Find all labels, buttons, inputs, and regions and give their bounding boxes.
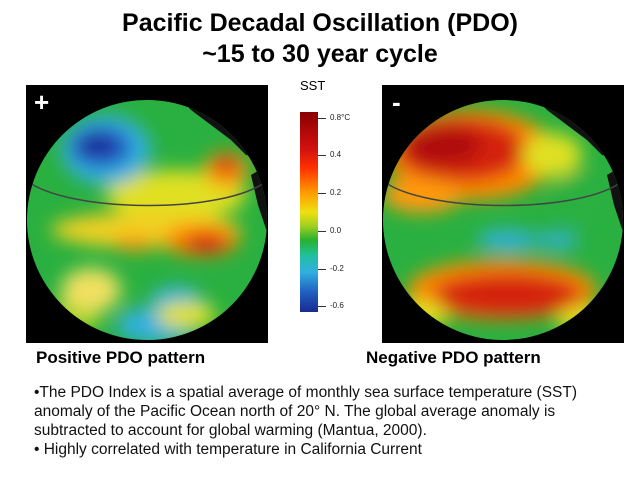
- colorbar-tick-label: 0.0: [330, 226, 342, 235]
- colorbar-tick: [318, 231, 326, 232]
- colorbar-tick-label: 0.8°C: [330, 113, 351, 122]
- colorbar-tick: [318, 193, 326, 194]
- note-pdo-index: •The PDO Index is a spatial average of m…: [34, 384, 578, 439]
- colorbar-tick: [318, 118, 326, 119]
- colorbar-tick: [318, 269, 326, 270]
- positive-pdo-caption: Positive PDO pattern: [36, 348, 206, 367]
- colorbar-tick-label: -0.2: [330, 264, 344, 273]
- negative-pdo-caption: Negative PDO pattern: [366, 348, 541, 367]
- colorbar-tick-label: -0.6: [330, 301, 344, 310]
- colorbar-label: SST: [300, 78, 326, 93]
- positive-globe: [26, 85, 268, 343]
- colorbar-tick: [318, 155, 326, 156]
- slide-title: Pacific Decadal Oscillation (PDO) ~15 to…: [0, 8, 640, 70]
- notes: •The PDO Index is a spatial average of m…: [34, 383, 624, 459]
- note-correlation: • Highly correlated with temperature in …: [34, 441, 422, 458]
- colorbar-tick-label: 0.4: [330, 150, 342, 159]
- positive-pdo-map: +: [26, 85, 268, 343]
- title-line-1: Pacific Decadal Oscillation (PDO): [122, 9, 518, 37]
- sst-colorbar: [300, 112, 318, 312]
- negative-globe: [382, 85, 624, 343]
- title-line-2: ~15 to 30 year cycle: [202, 40, 438, 68]
- negative-pdo-map: -: [382, 85, 624, 343]
- colorbar-tick-label: 0.2: [330, 188, 342, 197]
- positive-sign: +: [34, 87, 50, 117]
- colorbar-tick: [318, 306, 326, 307]
- negative-sign: -: [392, 87, 401, 117]
